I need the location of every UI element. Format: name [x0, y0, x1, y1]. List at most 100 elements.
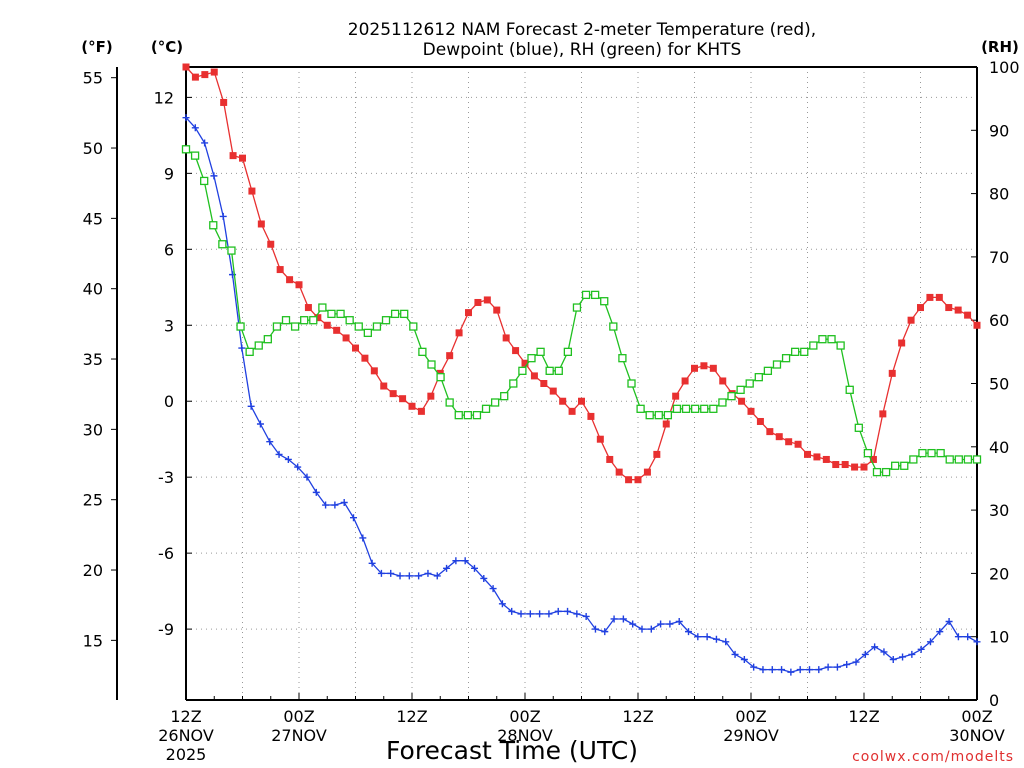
x-axis-title: Forecast Time (UTC) — [386, 736, 638, 765]
rh-point — [536, 347, 545, 357]
rh-point — [627, 379, 636, 388]
fahrenheit-unit-label: (°F) — [81, 38, 112, 56]
dewpoint-point — [712, 635, 720, 643]
rh-point — [800, 347, 809, 357]
rh-point — [500, 392, 509, 401]
rh-point — [181, 145, 191, 154]
dewpoint-point — [517, 610, 525, 618]
dewpoint-point — [545, 610, 553, 618]
temperature-point — [898, 339, 906, 347]
dewpoint-point — [461, 557, 469, 565]
rh-point — [463, 410, 473, 420]
dewpoint-point — [452, 557, 460, 565]
dewpoint-point — [368, 559, 376, 567]
rh-point — [854, 423, 863, 432]
celsius-tick-label: 9 — [164, 164, 174, 183]
rh-point — [590, 290, 600, 300]
rh-point — [645, 410, 654, 420]
rh-point — [700, 404, 709, 413]
temperature-point — [314, 314, 322, 322]
rh-point — [927, 448, 936, 458]
temperature-point — [474, 298, 482, 306]
dewpoint-point — [657, 620, 665, 628]
rh-tick-label: 90 — [989, 121, 1009, 140]
rh-point — [309, 316, 318, 325]
temperature-point — [954, 306, 962, 314]
temperature-point — [926, 293, 934, 301]
temperature-point — [672, 392, 680, 400]
temperature-point — [483, 296, 491, 304]
time-tick-label: 00Z — [509, 707, 540, 726]
rh-point — [654, 410, 663, 420]
temperature-series — [182, 63, 981, 484]
dewpoint-point — [833, 663, 841, 671]
temperature-point — [832, 461, 840, 469]
rh-point — [763, 366, 773, 375]
rh-point — [481, 404, 491, 413]
rh-point — [863, 448, 873, 458]
temperature-point — [286, 276, 294, 284]
rh-point — [227, 246, 236, 255]
dewpoint-point — [359, 534, 367, 542]
dewpoint-point — [219, 212, 227, 220]
rh-point — [836, 341, 845, 350]
temperature-point — [681, 377, 689, 385]
rh-point — [954, 455, 963, 464]
fahrenheit-tick-label: 15 — [83, 631, 103, 650]
temperature-point — [606, 455, 614, 463]
dewpoint-point — [387, 569, 395, 577]
rh-point — [809, 341, 818, 350]
fahrenheit-tick-label: 35 — [83, 350, 103, 369]
rh-point — [581, 290, 591, 300]
dewpoint-point — [964, 633, 972, 641]
temperature-point — [860, 463, 868, 471]
temperature-point — [408, 402, 416, 410]
rh-point — [709, 404, 718, 413]
rh-point — [272, 322, 282, 331]
dewpoint-point — [638, 625, 646, 633]
rh-point — [409, 322, 418, 331]
temperature-point — [530, 372, 538, 380]
dewpoint-point — [619, 615, 627, 623]
dewpoint-point — [601, 628, 609, 636]
dewpoint-point — [350, 514, 358, 522]
year-tick-label: 2025 — [166, 745, 207, 764]
rh-point — [418, 347, 427, 357]
rh-point — [609, 322, 618, 331]
dewpoint-point — [899, 653, 907, 661]
rh-point — [345, 316, 354, 325]
rh-unit-label: (RH) — [981, 38, 1019, 56]
axes — [185, 66, 978, 701]
rh-point — [681, 404, 691, 413]
fahrenheit-tick-label: 25 — [83, 491, 103, 510]
celsius-unit-label: (°C) — [151, 38, 183, 56]
rh-point — [318, 303, 327, 312]
dewpoint-point — [768, 666, 776, 674]
rh-point — [827, 335, 836, 344]
rh-tick-label: 0 — [989, 691, 999, 710]
rh-point — [400, 309, 409, 319]
celsius-tick-label: 3 — [164, 316, 174, 335]
dewpoint-point — [564, 607, 572, 615]
temperature-point — [182, 63, 190, 71]
temperature-point — [587, 412, 595, 420]
dewpoint-point — [889, 655, 897, 663]
dewpoint-point — [191, 124, 199, 132]
temperature-point — [191, 73, 199, 81]
rh-point — [281, 316, 291, 325]
dewpoint-point — [303, 473, 311, 481]
rh-point — [381, 316, 391, 325]
dewpoint-point — [266, 438, 274, 446]
temperature-point — [427, 392, 435, 400]
temperature-point — [389, 390, 397, 398]
date-tick-label: 27NOV — [271, 726, 327, 745]
rh-point — [454, 410, 463, 420]
dewpoint-line — [185, 117, 978, 673]
rh-point — [490, 398, 500, 407]
temperature-point — [813, 453, 821, 461]
fahrenheit-tick-label: 55 — [83, 69, 103, 88]
celsius-tick-label: -9 — [158, 620, 174, 639]
rh-series — [181, 145, 982, 477]
rh-point — [745, 379, 754, 388]
